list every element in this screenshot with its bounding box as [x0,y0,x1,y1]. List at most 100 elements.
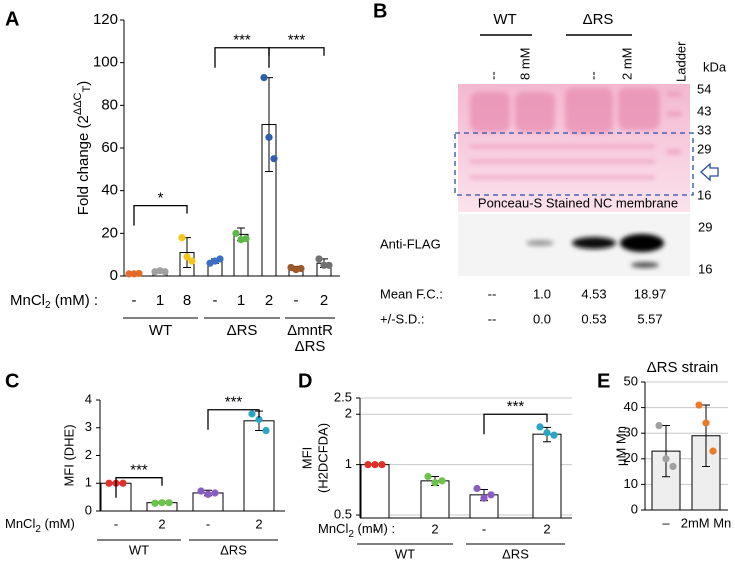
significance-bracket [115,477,163,498]
significance-label: *** [233,32,251,49]
bar [420,480,450,519]
kda-marker: 29 [697,141,711,156]
y-tick-label: 1 [345,456,352,471]
row-value: -- [488,311,497,326]
data-point [204,490,212,498]
lane-label: 8 mM [517,48,532,81]
y-tick-label: 0 [85,502,92,517]
data-point [197,487,205,495]
kda-marker: 54 [697,81,711,96]
data-point [315,255,323,263]
data-point [265,133,273,141]
significance-bracket [207,409,260,430]
y-axis-label: MFI (DHE) [61,424,76,486]
antibody-label: Anti-FLAG [380,236,441,251]
y-tick-label: 1 [85,475,92,490]
x-label-part: MnCl [318,521,348,536]
x-label-part: (mM) : [51,292,98,309]
y-label-part: T [81,86,93,93]
data-point [364,461,372,469]
data-point [431,479,439,487]
kda-marker: 33 [697,122,711,137]
y-tick-label: 0.5 [334,506,352,521]
data-point [161,268,169,276]
lane-label: -- [585,71,600,80]
data-point [695,401,703,409]
data-point [536,423,544,431]
data-point [105,479,113,487]
data-point [473,484,481,493]
significance-label: *** [288,32,306,49]
x-label-part: (mM) [41,516,75,531]
y-axis-label: µM Mn [613,426,628,466]
y-tick-label: 2 [345,406,352,421]
x-label-part: 2 [35,524,41,535]
x-tick-label: - [294,292,299,309]
significance-bracket [214,47,270,68]
y-tick-label: 60 [101,139,118,156]
data-point [438,477,446,485]
x-axis-label: MnCl2 (mM) [5,516,75,534]
row-value: -- [488,286,497,301]
data-point [270,155,278,163]
data-point [424,472,432,481]
y-tick-label: 40 [624,399,638,414]
error-bar [662,425,670,478]
chart-panel: E ΔRS strain 0 10 20 30 40 50 µM Mn – 2mM Mn [597,359,731,530]
x-tick-label: - [373,521,377,536]
x-tick-label: 2 [320,292,328,309]
data-point [550,431,558,439]
bar [243,420,275,512]
data-point [320,261,328,269]
y-tick-label: 2 [85,447,92,462]
x-label-part: 2 [348,529,354,540]
significance-label: *** [507,398,525,415]
flag-bands [526,234,664,268]
x-axis-label: MnCl2 (mM) : [318,521,395,539]
kda-marker: 29 [698,219,712,234]
data-point [248,410,256,418]
x-tick-label: 2 [431,521,438,536]
row-value: 0.0 [533,311,551,326]
y-tick-label: 10 [624,476,638,491]
group-label: WT [149,322,172,339]
data-point [325,261,333,269]
y-axis-label: (H2DCFDA) [315,423,330,493]
y-label-part: Fold change (2 [75,115,92,215]
x-tick-label: 2 [543,521,550,536]
y-label-part: ΔΔC [72,92,84,115]
data-point [543,429,551,437]
y-tick-label: 0 [110,267,118,284]
kda-label: kDa [703,59,727,74]
significance-label: *** [225,394,243,411]
y-tick-label: 20 [624,450,638,465]
data-point [165,499,173,507]
data-point [480,494,488,502]
data-point [669,462,677,471]
group-label: ΔRS [227,322,258,339]
data-point [135,269,143,278]
row-value: 1.0 [533,286,551,301]
panel-letter: B [373,0,387,22]
x-tick-label: 2mM Mn [681,515,732,530]
y-label-part: ) [75,81,92,86]
y-tick-label: 120 [93,11,118,28]
x-tick-label: 2 [255,516,262,531]
data-point [655,421,663,430]
x-tick-label: - [482,521,486,536]
row-value: 5.57 [637,311,662,326]
row-value: 18.97 [634,286,667,301]
group-label: ΔRS [583,11,614,28]
x-label-part: MnCl [5,516,35,531]
row-label: Mean F.C.: [380,286,443,301]
row-value: 4.53 [581,286,606,301]
data-point [709,447,717,455]
group-label: ΔRS [295,338,326,355]
chart-title: ΔRS strain [647,359,719,376]
y-axis-label: Fold change (2ΔΔCT) [72,81,93,215]
data-point [216,255,224,263]
panel-letter: E [597,370,610,392]
bar [532,433,562,519]
